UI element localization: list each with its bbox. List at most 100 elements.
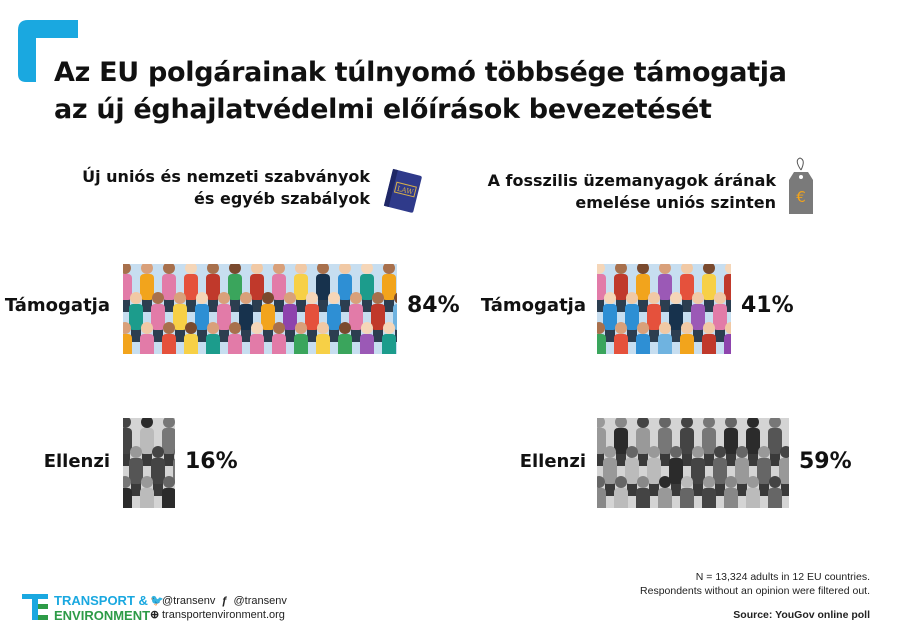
person-figure xyxy=(162,418,175,466)
person-figure xyxy=(129,446,143,496)
person-figure xyxy=(184,322,198,354)
person-figure xyxy=(283,292,297,342)
person-figure xyxy=(614,418,628,466)
person-figure xyxy=(647,292,661,342)
person-figure xyxy=(779,446,789,496)
title-line-1: Az EU polgárainak túlnyomó többsége támo… xyxy=(54,57,787,88)
law-book-icon: LAW xyxy=(383,168,422,213)
person-figure xyxy=(151,292,165,342)
person-figure xyxy=(382,264,396,312)
person-figure xyxy=(724,418,738,466)
twitter-icon: 🐦 xyxy=(150,595,164,607)
person-figure xyxy=(272,264,286,312)
person-figure xyxy=(206,322,220,354)
law-book-icon-text: LAW xyxy=(396,185,415,197)
sample-note-line-1: N = 13,324 adults in 12 EU countries. xyxy=(695,571,870,583)
person-figure xyxy=(162,476,175,508)
person-figure xyxy=(123,418,132,466)
person-figure xyxy=(382,322,396,354)
person-figure xyxy=(184,264,198,312)
person-figure xyxy=(123,322,132,354)
chart-left-title-line-1: Új uniós és nemzeti szabványok xyxy=(82,167,370,186)
person-figure xyxy=(327,292,341,342)
person-figure xyxy=(195,292,209,342)
chart-right-value-label-0: 41% xyxy=(741,293,794,318)
person-figure xyxy=(636,322,650,354)
person-figure xyxy=(162,322,176,354)
chart-left-value-label-1: 16% xyxy=(185,449,238,474)
facebook-handle[interactable]: @transenv xyxy=(233,595,287,607)
person-figure xyxy=(261,292,275,342)
person-figure xyxy=(206,264,220,312)
person-figure xyxy=(393,292,397,342)
person-figure xyxy=(294,322,308,354)
person-figure xyxy=(702,322,716,354)
person-figure xyxy=(746,418,760,466)
person-figure xyxy=(123,264,132,312)
person-figure xyxy=(294,264,308,312)
chart-left-category-0: Támogatja xyxy=(4,295,110,316)
person-figure xyxy=(173,292,187,342)
person-figure xyxy=(636,476,650,508)
chart-right-value-label-1: 59% xyxy=(799,449,852,474)
person-figure xyxy=(636,418,650,466)
person-figure xyxy=(768,476,782,508)
person-figure xyxy=(658,476,672,508)
page-title: Az EU polgárainak túlnyomó többsége támo… xyxy=(54,54,874,128)
person-figure xyxy=(316,264,330,312)
person-figure xyxy=(680,322,694,354)
person-figure xyxy=(636,264,650,312)
person-figure xyxy=(746,476,760,508)
person-figure xyxy=(140,418,154,466)
person-figure xyxy=(217,292,231,342)
chart-right-bar-1 xyxy=(597,418,789,508)
chart-left-value-label-0: 84% xyxy=(407,293,460,318)
person-figure xyxy=(724,322,731,354)
person-figure xyxy=(702,264,716,312)
person-figure xyxy=(371,292,385,342)
chart-right-title: A fosszilis üzemanyagok árának emelése u… xyxy=(460,170,776,214)
logo-line-1: TRANSPORT & xyxy=(54,593,148,608)
person-figure xyxy=(173,448,175,484)
chart-left-bar-0 xyxy=(123,264,397,354)
chart-right-category-0: Támogatja xyxy=(480,295,586,316)
person-figure xyxy=(768,418,782,466)
person-figure xyxy=(129,292,143,342)
person-figure xyxy=(349,292,363,342)
person-figure xyxy=(625,446,639,496)
person-figure xyxy=(658,322,672,354)
person-figure xyxy=(162,264,176,312)
source-note: Source: YouGov online poll xyxy=(733,609,870,621)
website-link-row: ⊕ transportenvironment.org xyxy=(150,608,285,621)
person-figure xyxy=(360,322,374,354)
sample-note-line-2: Respondents without an opinion were filt… xyxy=(640,585,870,597)
person-figure xyxy=(625,292,639,342)
twitter-handle[interactable]: @transenv xyxy=(162,595,216,607)
website-link[interactable]: transportenvironment.org xyxy=(162,609,285,621)
person-figure xyxy=(250,264,264,312)
person-figure xyxy=(338,264,352,312)
person-figure xyxy=(702,476,716,508)
person-figure xyxy=(713,292,727,342)
person-figure xyxy=(724,264,731,312)
person-figure xyxy=(338,322,352,354)
chart-left-category-1: Ellenzi xyxy=(43,451,110,472)
corner-bracket-decoration xyxy=(18,20,78,82)
person-figure xyxy=(597,264,606,312)
person-figure xyxy=(140,476,154,508)
person-figure xyxy=(702,418,716,466)
euro-price-tag-icon: € xyxy=(789,157,813,214)
person-figure xyxy=(228,322,242,354)
transport-environment-logo: TRANSPORT & ENVIRONMENT xyxy=(54,593,150,623)
person-figure xyxy=(239,292,253,342)
person-figure xyxy=(250,322,264,354)
chart-right-title-line-1: A fosszilis üzemanyagok árának xyxy=(487,171,776,190)
person-figure xyxy=(140,264,154,312)
person-figure xyxy=(757,446,771,496)
logo-line-2: ENVIRONMENT xyxy=(54,608,151,623)
person-figure xyxy=(647,446,661,496)
person-figure xyxy=(669,446,683,496)
title-line-2: az új éghajlatvédelmi előírások bevezeté… xyxy=(54,94,712,125)
chart-right-bar-0 xyxy=(597,264,731,354)
person-figure xyxy=(614,476,628,508)
